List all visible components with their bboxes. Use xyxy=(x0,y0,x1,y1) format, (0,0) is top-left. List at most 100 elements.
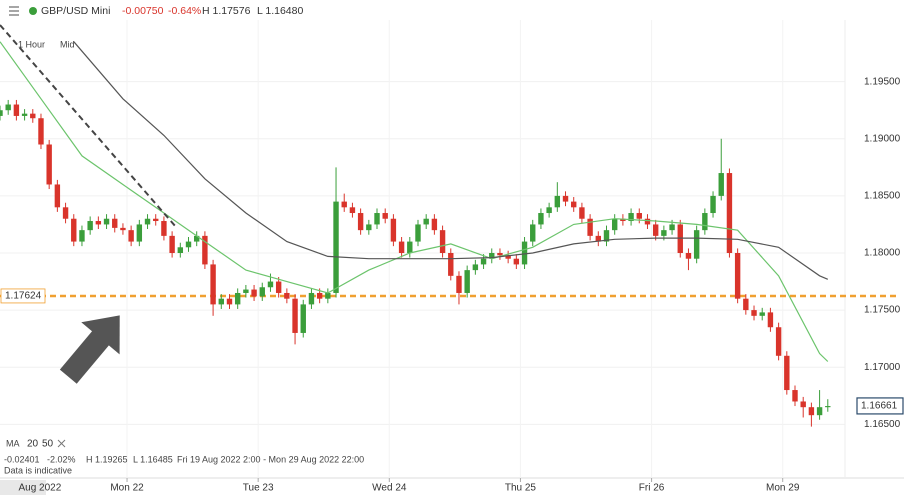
level-label-box xyxy=(0,288,46,304)
symbol: GBP/USD Mini xyxy=(41,5,110,17)
level-label: 1.17624 xyxy=(5,291,42,302)
candle-body xyxy=(407,241,413,253)
candle-body xyxy=(505,255,511,259)
interval[interactable]: 1 Hour xyxy=(18,39,45,49)
indicator: MA xyxy=(6,438,20,448)
plot: 1.16500 1.17000 1.17500 1.18000 1.18500 1.190… xyxy=(0,20,904,496)
candle-body xyxy=(636,213,642,219)
candle-body xyxy=(218,298,224,305)
candle-body xyxy=(341,201,347,208)
candle-body xyxy=(751,310,757,316)
data-note: Data is indicative xyxy=(4,465,72,475)
menu-icon[interactable] xyxy=(9,6,19,16)
change-pct: -0.64% xyxy=(168,5,201,17)
candle-body xyxy=(13,104,20,116)
candle-body xyxy=(767,312,774,328)
x-tick-label: Fri 26 xyxy=(639,483,665,494)
x-tick-label: Wed 24 xyxy=(372,483,407,494)
candle-body xyxy=(521,241,528,265)
header-bar xyxy=(0,0,904,22)
candle-body xyxy=(800,401,806,408)
candle-body xyxy=(267,281,274,288)
candle-body xyxy=(652,224,659,236)
candle-body xyxy=(792,390,798,402)
candle-body xyxy=(734,252,741,299)
candle-body xyxy=(718,173,724,196)
legend-entry: 50 xyxy=(42,439,54,450)
close-icon[interactable] xyxy=(57,439,66,448)
candle-body xyxy=(308,292,315,305)
y-tick-label: 1.19500 xyxy=(864,76,901,87)
candle-body xyxy=(5,104,11,111)
candle-body xyxy=(243,289,249,293)
candle-body xyxy=(177,247,184,253)
candle-body xyxy=(390,218,397,242)
period-change-pct: -2.02% xyxy=(47,454,76,464)
current-price-label: 1.16661 xyxy=(861,401,898,412)
candle-body xyxy=(530,224,536,242)
candle-body xyxy=(112,218,118,228)
candle-body xyxy=(702,213,708,231)
candle-body xyxy=(194,235,200,242)
candle-body xyxy=(538,213,544,225)
y-tick-label: 1.18000 xyxy=(864,248,901,259)
candle-body xyxy=(726,173,733,253)
candle-body xyxy=(587,218,593,236)
y-tick-label: 1.19000 xyxy=(864,133,901,144)
candle-body xyxy=(579,207,585,219)
candle-body xyxy=(595,235,602,242)
candle-body xyxy=(316,292,323,299)
x-tick-label: Mon 22 xyxy=(110,483,144,494)
candle-body xyxy=(144,218,151,225)
candle-body xyxy=(128,230,134,242)
candle-body xyxy=(448,252,454,276)
candle-body xyxy=(603,230,610,242)
candle-body xyxy=(284,292,290,299)
candle-body xyxy=(136,224,143,242)
current-price-box xyxy=(856,397,904,415)
candle-body xyxy=(259,287,265,297)
candle-body xyxy=(456,275,462,293)
candle-body xyxy=(677,224,683,253)
candle-body xyxy=(669,224,675,231)
candle-body xyxy=(743,298,749,311)
trend-line xyxy=(0,24,177,228)
candle-body xyxy=(71,218,77,242)
candle-body xyxy=(366,224,372,231)
candle-body xyxy=(300,304,306,333)
candle-body xyxy=(808,407,815,416)
period-low: L 1.16485 xyxy=(133,454,173,464)
candle-body xyxy=(784,355,790,391)
price-type[interactable]: Mid xyxy=(60,39,75,49)
candle-body xyxy=(472,264,479,271)
candle-body xyxy=(79,230,85,242)
candle-body xyxy=(571,201,577,208)
candle-body xyxy=(210,264,216,305)
status-dot xyxy=(29,7,37,15)
candle-body xyxy=(489,252,495,259)
candle-body xyxy=(611,218,618,231)
period-change: -0.02401 xyxy=(4,454,40,464)
y-tick-label: 1.17500 xyxy=(864,305,901,316)
candle-body xyxy=(431,218,438,231)
change: -0.00750 xyxy=(122,5,164,17)
candle-body xyxy=(497,252,503,256)
candle-body xyxy=(357,213,364,231)
candle-body xyxy=(120,227,126,231)
candle-body xyxy=(759,312,765,316)
candle-body xyxy=(234,292,241,305)
candle-body xyxy=(439,230,446,253)
candle-body xyxy=(685,252,692,259)
candle-body xyxy=(661,230,667,236)
candle-body xyxy=(153,218,159,222)
candle-body xyxy=(775,327,782,356)
candle-body xyxy=(21,113,28,116)
candle-body xyxy=(628,213,634,222)
candle-body xyxy=(480,258,487,265)
candle-body xyxy=(292,298,298,333)
moving-average xyxy=(0,41,829,362)
candle-body xyxy=(333,201,339,293)
candle-body xyxy=(710,195,716,214)
candle-body xyxy=(169,235,175,253)
